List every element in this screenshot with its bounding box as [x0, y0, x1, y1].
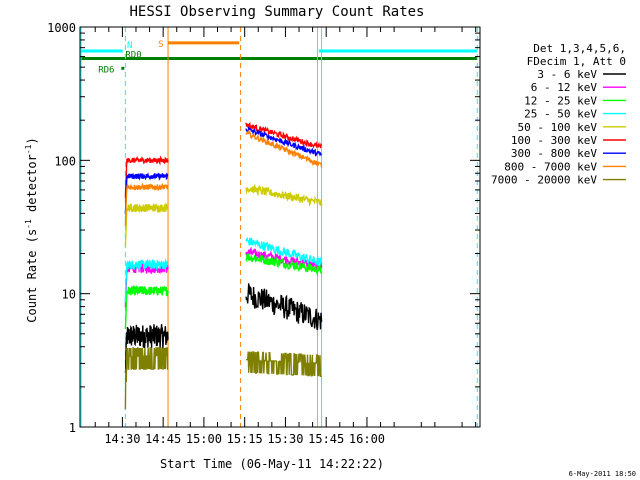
series-trace-4-interval-0 — [124, 202, 169, 247]
legend-label: 25 - 50 keV — [524, 108, 597, 121]
chart-title: HESSI Observing Summary Count Rates — [129, 4, 424, 20]
legend-header-line-2: FDecim 1, Att 0 — [527, 55, 626, 68]
y-tick-label: 1 — [69, 421, 76, 435]
x-tick-label: 15:30 — [267, 432, 303, 446]
night-flag-label: N — [127, 41, 132, 51]
x-tick-label: 15:45 — [308, 432, 344, 446]
footer-date: 6-May-2011 18:50 — [569, 470, 636, 478]
series-trace-5-interval-0 — [124, 155, 169, 198]
saa-flag-label: S — [158, 40, 163, 50]
plot-frame — [79, 26, 481, 428]
legend-label: 300 - 800 keV — [511, 147, 597, 160]
x-tick-label: 14:45 — [145, 432, 181, 446]
legend-label: 3 - 6 keV — [537, 68, 597, 81]
legend-label: 12 - 25 keV — [524, 94, 597, 107]
plot-layer: N S RD0 RD6 — [80, 27, 478, 427]
rd6-flag-label: RD6 — [98, 65, 114, 75]
series-trace-3-interval-0 — [124, 258, 169, 303]
x-tick-label: 14:30 — [104, 432, 140, 446]
legend-label: 100 - 300 keV — [511, 134, 597, 147]
axes-layer: 14:30 14:45 15:00 15:15 15:30 15:45 16:00 1 10 10… — [47, 21, 481, 446]
series-trace-7-interval-1 — [245, 129, 323, 168]
series-trace-7-interval-0 — [124, 182, 169, 226]
series-trace-1-interval-0 — [124, 262, 169, 308]
series-trace-6-interval-1 — [245, 126, 323, 157]
x-tick-label: 15:15 — [227, 432, 263, 446]
series-trace-3-interval-1 — [245, 237, 323, 266]
x-tick-label: 15:00 — [186, 432, 222, 446]
legend-label: 7000 - 20000 keV — [491, 174, 597, 187]
series-trace-5-interval-1 — [245, 121, 323, 149]
series-trace-8-interval-0 — [124, 347, 169, 410]
series-trace-6-interval-0 — [124, 172, 169, 214]
y-tick-label: 1000 — [47, 21, 76, 35]
y-axis-label: Count Rate (s-1 detector-1) — [24, 137, 39, 322]
series-trace-0-interval-1 — [245, 283, 323, 331]
series-trace-8-interval-1 — [245, 351, 322, 377]
rd0-flag-label: RD0 — [125, 51, 141, 61]
series-trace-2-interval-1 — [245, 253, 323, 277]
series-trace-0-interval-0 — [124, 324, 169, 373]
y-tick-label: 100 — [54, 154, 76, 168]
y-tick-label: 10 — [62, 288, 76, 302]
series-trace-4-interval-1 — [245, 183, 323, 207]
legend-label: 6 - 12 keV — [531, 81, 598, 94]
x-axis-label: Start Time (06-May-11 14:22:22) — [160, 457, 384, 471]
legend-header-line-1: Det 1,3,4,5,6, — [533, 42, 626, 55]
legend-label: 800 - 7000 keV — [504, 160, 597, 173]
legend-label: 50 - 100 keV — [518, 121, 598, 134]
x-tick-label: 16:00 — [349, 432, 385, 446]
series-trace-2-interval-0 — [124, 284, 169, 330]
